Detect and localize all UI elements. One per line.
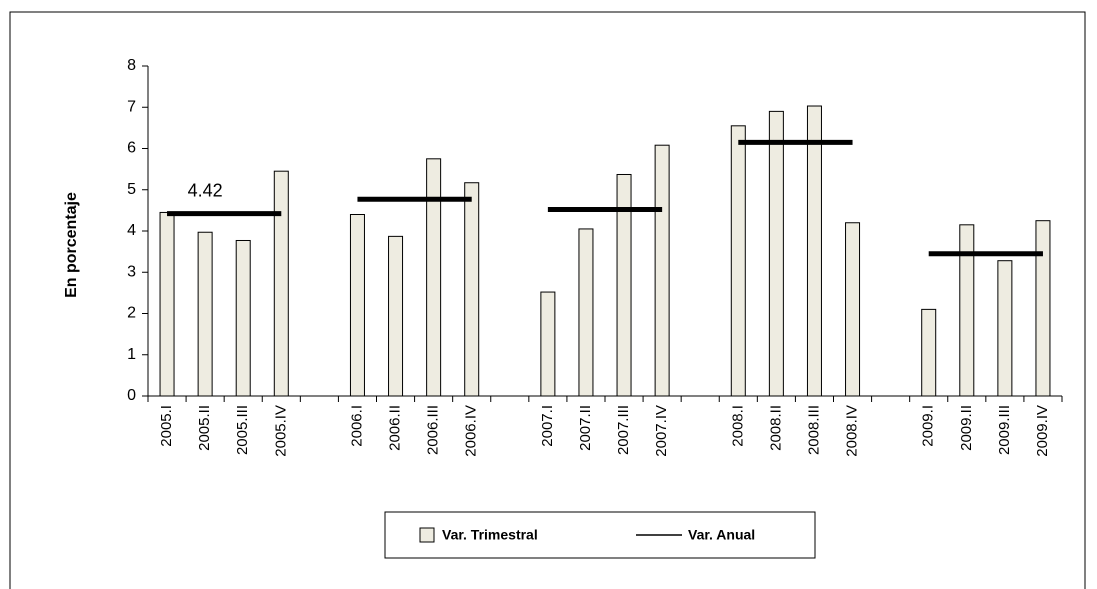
- x-tick-label: 2009.III: [996, 405, 1013, 455]
- x-tick-label: 2009.IV: [1034, 405, 1051, 457]
- x-tick-label: 2008.III: [805, 405, 822, 455]
- bar: [616, 173, 632, 397]
- y-tick-label: 7: [127, 98, 136, 115]
- bar: [997, 260, 1013, 397]
- y-tick-label: 1: [127, 346, 136, 363]
- bar: [426, 158, 442, 397]
- y-tick-label: 4: [127, 222, 136, 239]
- bar: [730, 125, 746, 397]
- bar: [388, 235, 404, 397]
- data-label: 4.42: [188, 180, 223, 200]
- y-tick-label: 2: [127, 305, 136, 322]
- legend-swatch: [419, 527, 435, 543]
- x-tick-label: 2006.I: [348, 405, 365, 447]
- y-axis-label: En porcentaje: [63, 192, 80, 298]
- legend-box: [384, 511, 816, 559]
- x-tick-label: 2007.III: [615, 405, 632, 455]
- bar: [273, 170, 289, 397]
- bar: [654, 144, 670, 397]
- x-tick-label: 2005.IV: [272, 405, 289, 457]
- bar: [959, 224, 975, 397]
- x-tick-label: 2009.II: [958, 405, 975, 451]
- bar: [845, 222, 861, 397]
- bar: [159, 211, 175, 397]
- y-tick-label: 5: [127, 181, 136, 198]
- x-tick-label: 2008.IV: [844, 405, 861, 457]
- x-tick-label: 2005.II: [196, 405, 213, 451]
- bar: [578, 228, 594, 397]
- x-tick-label: 2007.IV: [653, 405, 670, 457]
- bar: [1035, 220, 1051, 397]
- bar: [921, 308, 937, 397]
- x-tick-label: 2008.I: [729, 405, 746, 447]
- bar: [235, 239, 251, 397]
- x-tick-label: 2007.II: [577, 405, 594, 451]
- bar: [806, 105, 822, 397]
- x-tick-label: 2006.II: [387, 405, 404, 451]
- legend-label: Var. Anual: [688, 527, 755, 543]
- x-tick-label: 2008.II: [767, 405, 784, 451]
- y-tick-label: 6: [127, 140, 136, 157]
- legend-label: Var. Trimestral: [442, 527, 538, 543]
- bar: [464, 182, 480, 397]
- x-tick-label: 2009.I: [920, 405, 937, 447]
- bar: [768, 110, 784, 397]
- bar: [540, 291, 556, 397]
- x-tick-label: 2006.IV: [463, 405, 480, 457]
- line: [167, 139, 1043, 257]
- bar: [349, 214, 365, 397]
- y-tick-label: 3: [127, 263, 136, 280]
- y-tick-label: 8: [127, 57, 136, 74]
- y-tick-label: 0: [127, 387, 136, 404]
- x-tick-label: 2007.I: [539, 405, 556, 447]
- bar: [197, 231, 213, 397]
- x-tick-label: 2005.III: [234, 405, 251, 455]
- x-tick-label: 2006.III: [425, 405, 442, 455]
- x-tick-label: 2005.I: [158, 405, 175, 447]
